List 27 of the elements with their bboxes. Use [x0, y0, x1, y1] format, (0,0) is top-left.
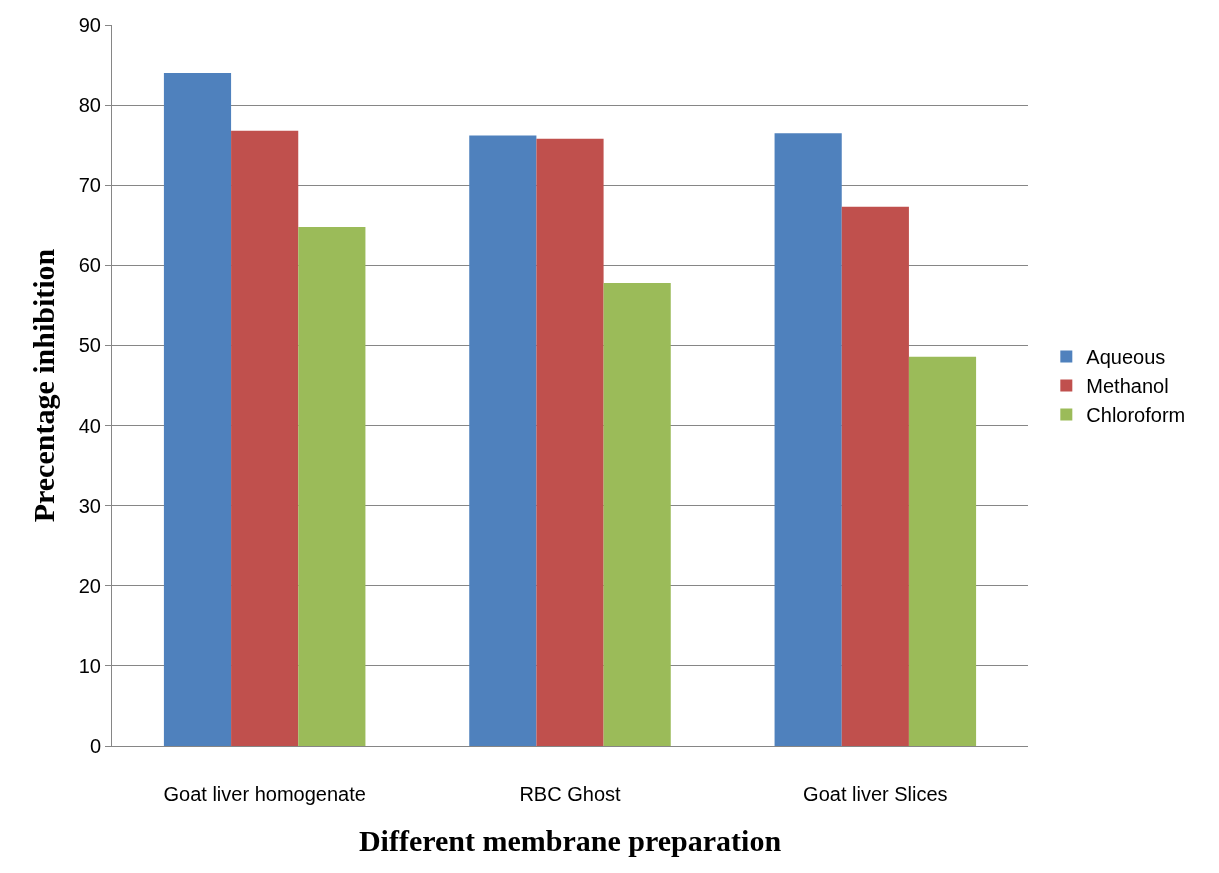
y-tick-label: 10: [78, 654, 101, 677]
legend-label: Aqueous: [1086, 346, 1166, 369]
y-tick-label: 30: [78, 494, 101, 517]
bar: [603, 282, 671, 746]
x-tick-label: RBC Ghost: [519, 783, 622, 805]
y-tick-label: 70: [78, 174, 101, 197]
bar: [163, 73, 232, 746]
y-axis-title: Precentage inhibition: [26, 248, 60, 523]
y-tick-label: 20: [78, 574, 101, 597]
legend-label: Chloroform: [1086, 404, 1186, 427]
y-tick-label: 0: [89, 735, 101, 757]
legend-label: Methanol: [1086, 375, 1169, 398]
x-tick-label: Goat liver homogenate: [163, 783, 366, 805]
bar: [774, 133, 842, 746]
x-tick-label: Goat liver Slices: [803, 783, 948, 805]
bar: [841, 206, 909, 746]
y-tick-label: 80: [78, 94, 101, 117]
x-axis-title: Different membrane preparation: [358, 823, 782, 857]
bar: [298, 226, 366, 746]
y-tick-label: 50: [78, 334, 101, 357]
bar: [469, 135, 537, 746]
bar: [231, 130, 299, 746]
y-tick-label: 90: [78, 14, 101, 36]
bar: [536, 138, 604, 746]
y-tick-label: 60: [78, 254, 101, 277]
y-tick-label: 40: [78, 414, 101, 437]
bar: [908, 356, 977, 746]
